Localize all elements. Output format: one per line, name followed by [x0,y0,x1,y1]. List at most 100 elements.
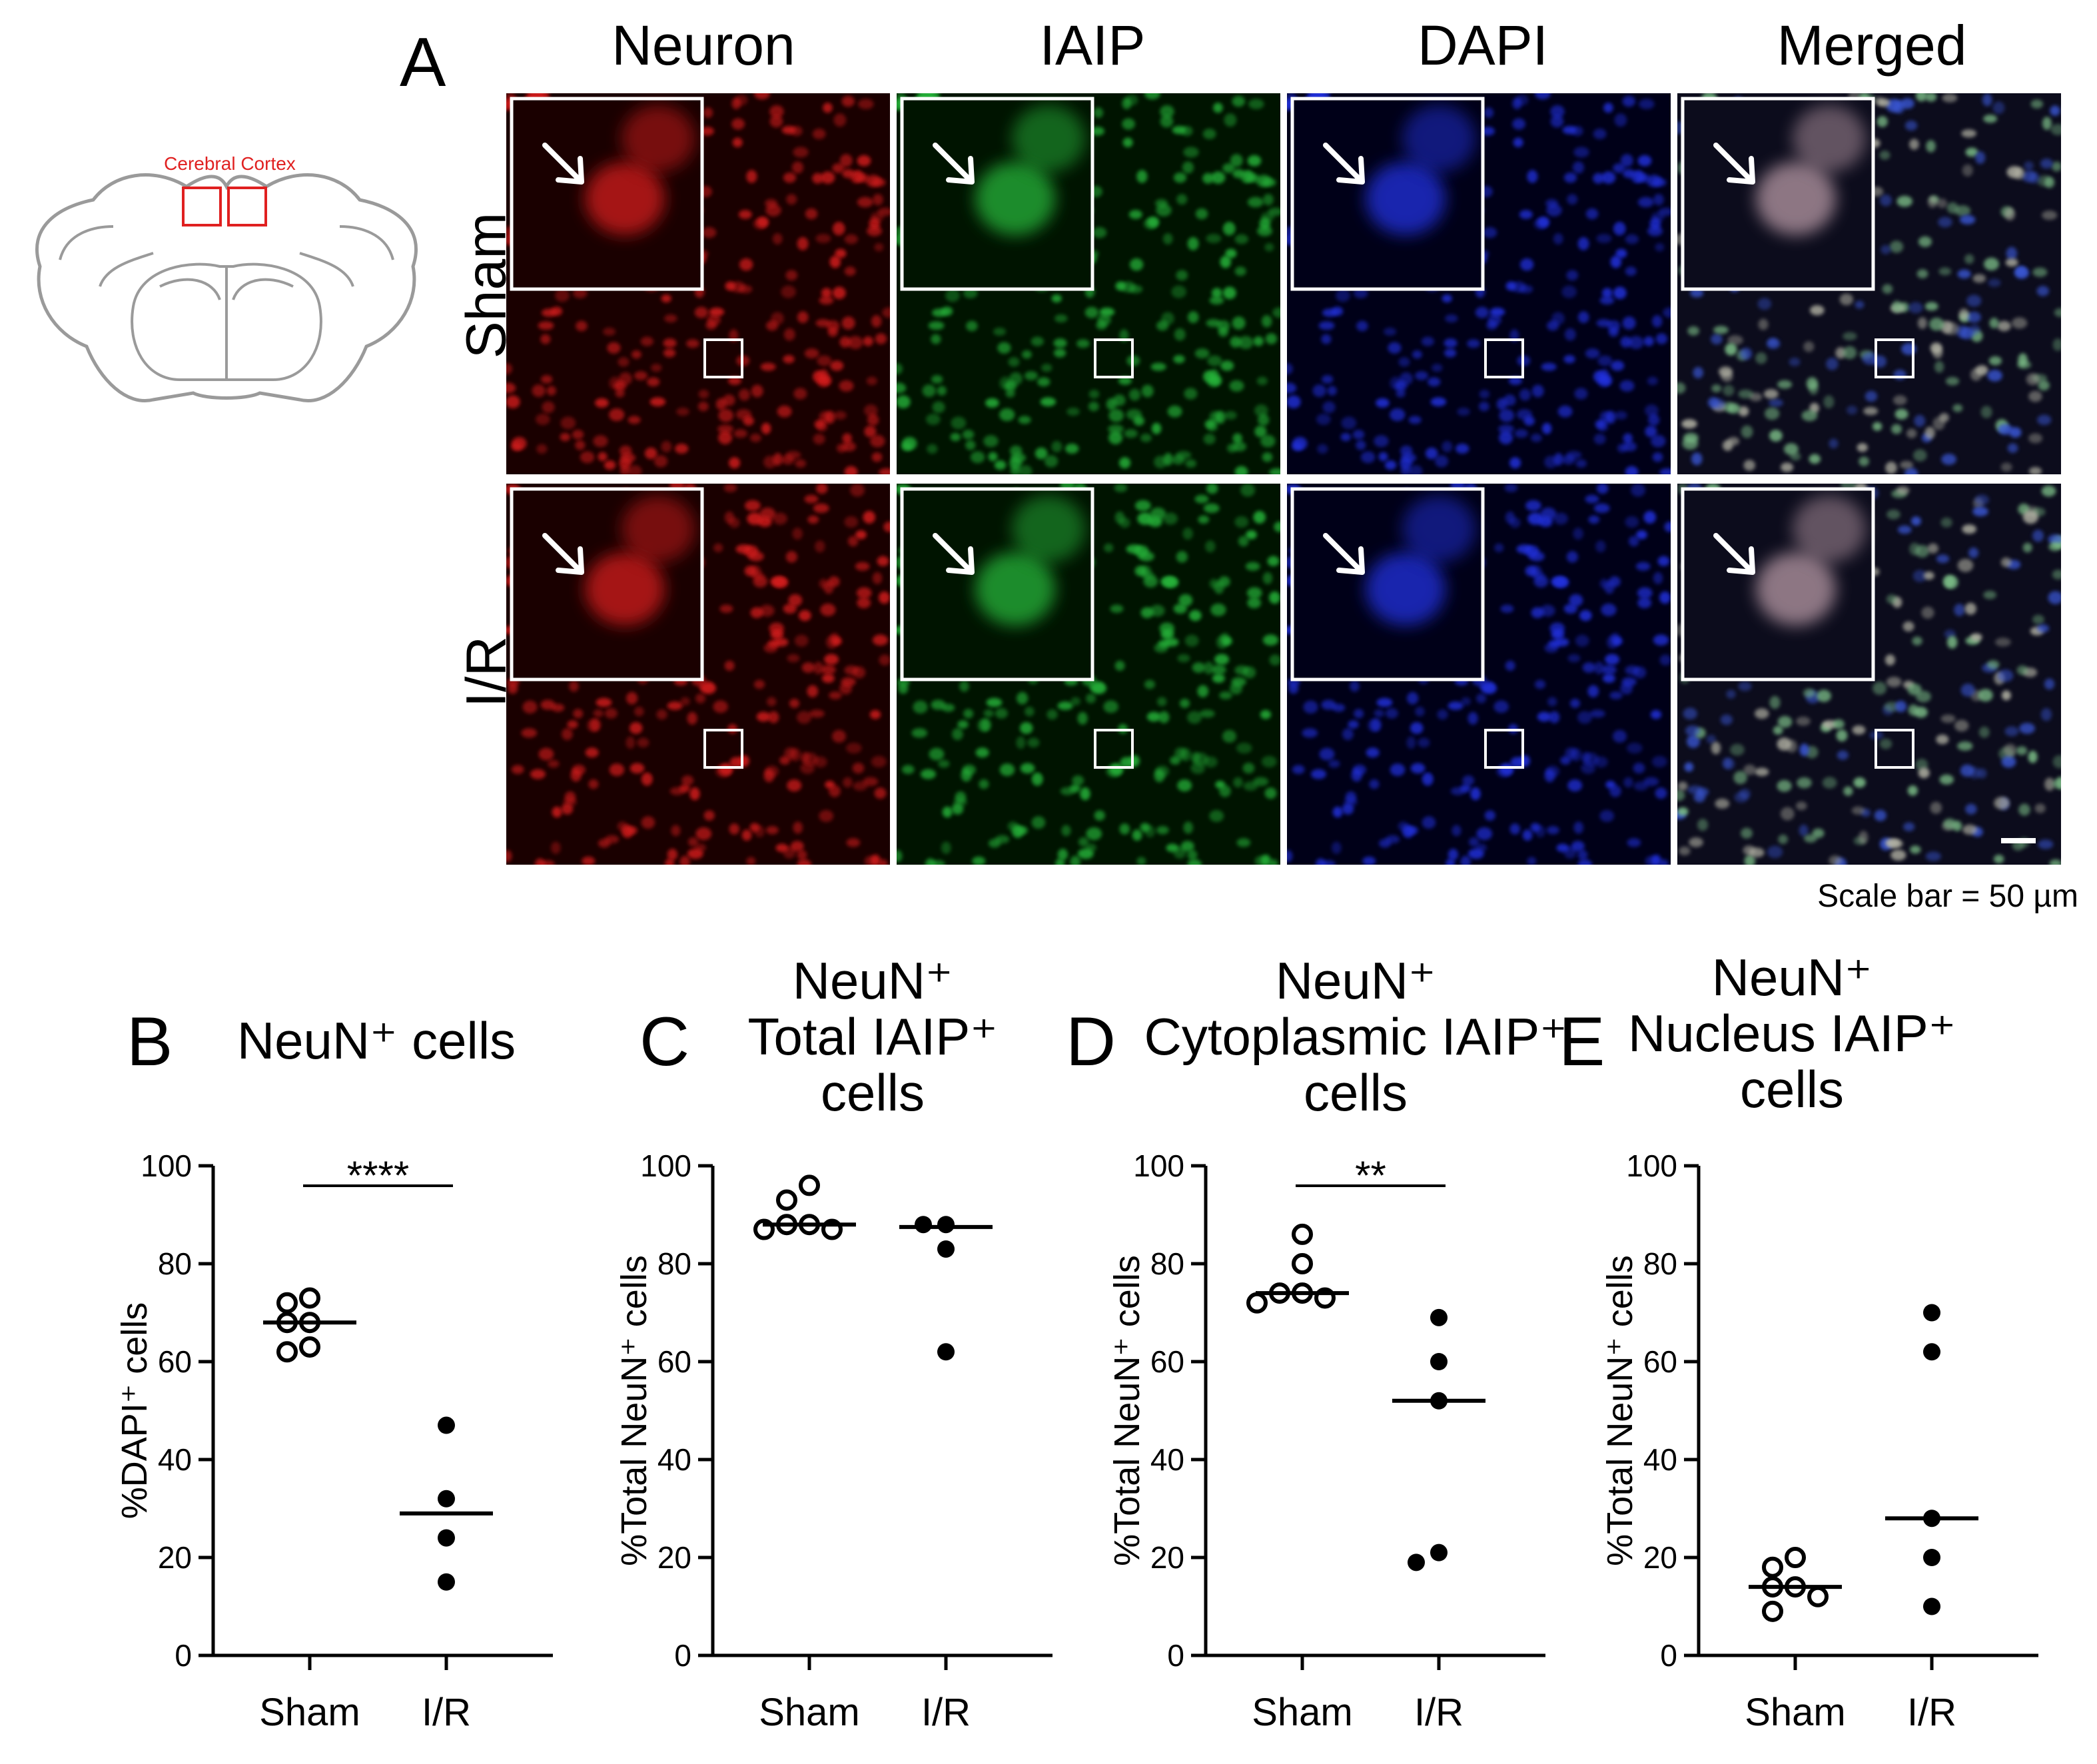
plot-title-d: NeuN⁺ Cytoplasmic IAIP⁺ cells [1126,953,1585,1120]
data-point-sham [776,1189,797,1211]
y-tick-label: 40 [1643,1442,1677,1477]
significance-label: **** [347,1153,409,1198]
data-point-ir [438,1529,455,1547]
y-tick-label: 60 [657,1344,691,1379]
plot-title-e-line-1: NeuN⁺ [1711,948,1873,1007]
micrograph-dapi-ir [1287,484,1671,865]
data-point-ir [937,1343,955,1361]
y-tick-label: 0 [1167,1638,1184,1673]
arrow-icon [1323,533,1365,575]
panel-letter-d: D [1066,1003,1116,1081]
plot-title-d-line-2: Cytoplasmic IAIP⁺ [1144,1007,1567,1066]
x-tick-label-sham: Sham [1745,1691,1846,1734]
y-tick-label: 100 [640,1148,691,1183]
micrograph-grid [506,93,2061,865]
plot-title-e: NeuN⁺ Nucleus IAIP⁺ cells [1619,949,1965,1117]
y-axis-label: %Total NeuN⁺ cells [1605,1255,1640,1566]
arrow-icon [933,143,975,185]
micrograph-neuron-sham [506,93,890,474]
x-tick-label-sham: Sham [759,1691,860,1734]
arrow-icon [1713,143,1755,185]
scatter-plot-d: 0 20 40 60 80 100 %Total NeuN⁺ cells Sham I/R ** [1112,1148,1545,1734]
arrow-icon [1713,533,1755,575]
scatter-plot-c: 0 20 40 60 80 100 %Total NeuN⁺ cells Sham I/R [620,1148,1052,1734]
inset-iaip-ir [900,487,1094,681]
data-point-ir [1923,1549,1940,1566]
data-point-sham [1292,1253,1313,1274]
data-point-ir [1923,1597,1940,1615]
plot-title-e-line-2: Nucleus IAIP⁺ [1627,1004,1956,1063]
y-tick-label: 100 [141,1148,192,1183]
data-point-ir [438,1490,455,1508]
data-point-ir [1923,1304,1940,1322]
inset-dapi-sham [1290,97,1485,291]
roi-box [1484,338,1524,378]
data-point-ir [1430,1543,1448,1561]
data-point-sham [276,1341,298,1363]
x-tick-label-ir: I/R [422,1691,471,1734]
data-point-sham [799,1174,820,1196]
x-tick-label-sham: Sham [259,1691,360,1734]
data-point-sham [276,1292,298,1314]
inset-dapi-ir [1290,487,1485,681]
plot-title-b: NeuN⁺ cells [187,1013,566,1069]
data-point-sham [1762,1600,1783,1622]
inset-merged-sham [1681,97,1875,291]
y-axis-label: %Total NeuN⁺ cells [620,1255,654,1566]
y-tick-label: 40 [158,1442,192,1477]
panel-letter-c: C [639,1003,690,1081]
y-tick-label: 100 [1133,1148,1184,1183]
x-tick-label-ir: I/R [1907,1691,1956,1734]
y-tick-label: 100 [1626,1148,1677,1183]
panel-letter-b: B [127,1003,173,1081]
x-tick-label-ir: I/R [1414,1691,1464,1734]
significance-label: ** [1355,1153,1386,1198]
panel-b: B NeuN⁺ cells 0 20 40 60 80 100 %DAPI⁺ cells Sh… [120,926,586,1759]
data-point-sham [1762,1556,1783,1578]
y-tick-label: 40 [1150,1442,1184,1477]
data-point-ir [438,1416,455,1434]
inset-neuron-sham [510,97,704,291]
micrograph-iaip-ir [897,484,1280,865]
x-tick-label-sham: Sham [1252,1691,1353,1734]
data-point-sham [299,1287,320,1309]
y-axis-label: %Total NeuN⁺ cells [1112,1255,1147,1566]
data-point-ir [937,1240,955,1258]
x-tick-label-ir: I/R [921,1691,971,1734]
plot-title-c-line-3: cells [820,1063,925,1122]
y-tick-label: 80 [1150,1246,1184,1281]
data-point-ir [1430,1353,1448,1370]
y-tick-label: 60 [158,1344,192,1379]
y-tick-label: 20 [1643,1540,1677,1575]
plot-title-d-line-1: NeuN⁺ [1275,951,1436,1010]
scatter-plot-e: 0 20 40 60 80 100 %Total NeuN⁺ cells Sham I/R [1605,1148,2038,1734]
panel-letter-a: A [400,24,446,101]
panel-d: D NeuN⁺ Cytoplasmic IAIP⁺ cells 0 20 40 60 8… [1066,926,1605,1759]
plot-title-e-line-3: cells [1739,1060,1845,1118]
data-point-ir [937,1216,955,1234]
arrow-icon [933,533,975,575]
roi-box [1094,338,1134,378]
arrow-icon [542,143,584,185]
y-tick-label: 40 [657,1442,691,1477]
y-tick-label: 20 [657,1540,691,1575]
panel-e: E NeuN⁺ Nucleus IAIP⁺ cells 0 20 40 60 80 100… [1559,926,2085,1759]
inset-neuron-ir [510,487,704,681]
brain-label: Cerebral Cortex [164,153,296,174]
inset-iaip-sham [900,97,1094,291]
roi-box [1484,729,1524,769]
y-tick-label: 0 [1660,1638,1677,1673]
column-header-merged: Merged [1777,14,1967,77]
column-header-iaip: IAIP [1039,14,1146,77]
micrograph-iaip-sham [897,93,1280,474]
data-point-sham [1292,1223,1313,1245]
roi-box [703,338,743,378]
roi-box [1875,729,1914,769]
micrograph-merged-ir [1677,484,2061,865]
scatter-plot-b: 0 20 40 60 80 100 %DAPI⁺ cells Sham I/R **** [120,1148,553,1734]
data-point-sham [1807,1585,1829,1607]
y-tick-label: 60 [1643,1344,1677,1379]
data-point-sham [1246,1292,1268,1314]
y-axis-label: %DAPI⁺ cells [120,1302,155,1520]
y-tick-label: 80 [158,1246,192,1281]
